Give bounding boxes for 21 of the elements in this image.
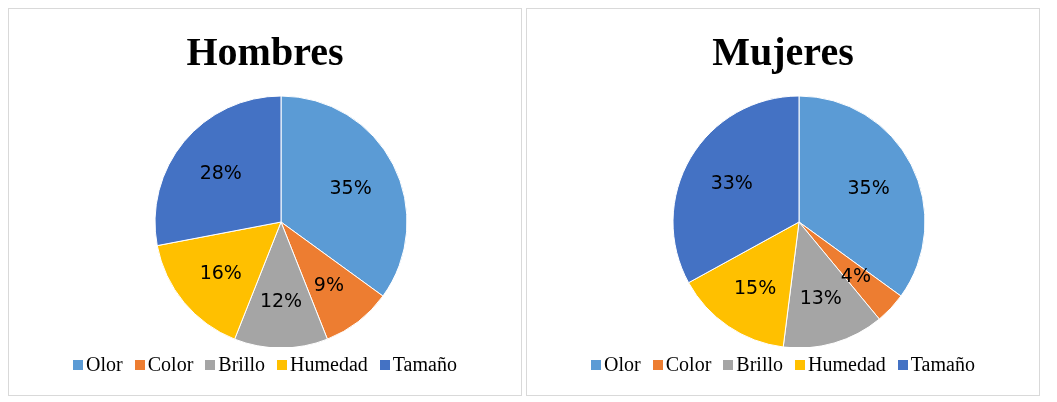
legend-label: Tamaño [909, 353, 975, 376]
legend-label: Brillo [217, 353, 265, 376]
data-label: 15% [733, 275, 777, 298]
legend-label: Olor [85, 353, 123, 376]
data-label: 9% [313, 272, 344, 295]
legend-label: Humedad [289, 353, 368, 376]
legend-label: Olor [603, 353, 641, 376]
data-label: 28% [199, 161, 242, 184]
data-label: 12% [259, 289, 303, 312]
chart-title: Hombres [185, 28, 345, 76]
chart-title: Mujeres [711, 28, 855, 76]
legend-label: Humedad [807, 353, 886, 376]
data-label: 33% [710, 171, 753, 194]
legend-label: Tamaño [391, 353, 457, 376]
legend-label: Color [664, 353, 712, 376]
legend-label: Brillo [735, 353, 783, 376]
data-label: 35% [329, 175, 372, 198]
data-label: 16% [199, 260, 242, 283]
data-label: 13% [799, 286, 842, 309]
data-label: 35% [847, 175, 890, 198]
legend-label: Color [146, 353, 194, 376]
